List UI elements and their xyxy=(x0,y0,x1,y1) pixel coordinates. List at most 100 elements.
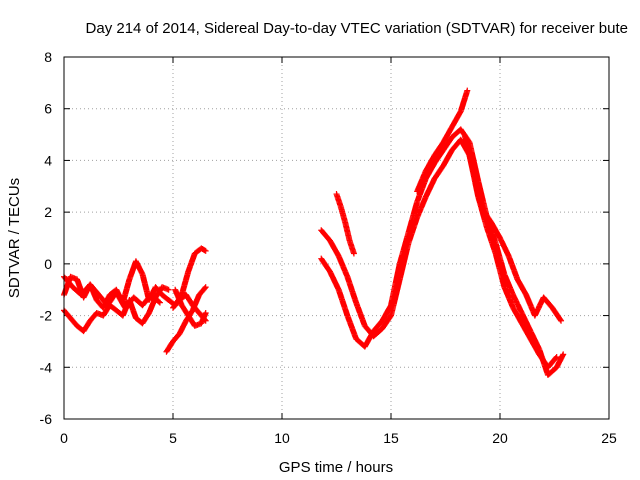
trace-fill xyxy=(327,269,342,292)
y-tick-label: -4 xyxy=(40,359,53,375)
trace-fill xyxy=(353,300,368,328)
chart-title: Day 214 of 2014, Sidereal Day-to-day VTE… xyxy=(85,20,628,37)
trace-fill xyxy=(440,124,455,145)
y-tick-label: 4 xyxy=(44,152,52,168)
trace-fill xyxy=(432,148,446,165)
trace-fill xyxy=(333,192,344,209)
trace-fill xyxy=(414,176,429,204)
trace-fill xyxy=(371,318,385,334)
trace-fill xyxy=(342,220,353,243)
trace-fill xyxy=(327,238,342,258)
trace-fill xyxy=(61,308,73,321)
trace-fill xyxy=(510,293,525,315)
trace-fill xyxy=(164,339,176,354)
data-points xyxy=(61,87,567,379)
series-arc-c xyxy=(61,273,163,311)
trace-fill xyxy=(506,254,520,282)
data-point xyxy=(558,317,565,324)
trace-fill xyxy=(185,313,198,328)
series-arc-i xyxy=(333,191,357,257)
trace-fill xyxy=(519,311,533,333)
trace-fill xyxy=(190,303,202,316)
y-tick-label: 6 xyxy=(44,101,52,117)
trace-fill xyxy=(519,321,533,341)
trace-fill xyxy=(449,109,464,129)
data-point xyxy=(560,351,567,358)
trace-fill xyxy=(550,305,564,323)
trace-fill xyxy=(423,153,437,173)
data-point xyxy=(202,309,209,316)
trace-fill xyxy=(380,313,394,331)
trace-fill xyxy=(344,313,359,341)
trace-fill xyxy=(528,336,542,357)
x-tick-label: 15 xyxy=(383,430,399,446)
x-tick-label: 25 xyxy=(601,430,617,446)
trace-fill xyxy=(462,135,477,176)
trace-fill xyxy=(397,241,412,282)
trace-fill xyxy=(347,238,357,256)
trace-fill xyxy=(405,200,420,235)
trace-fill xyxy=(199,245,208,254)
grid-lines xyxy=(64,57,609,419)
trace-fill xyxy=(149,292,162,305)
trace-fill xyxy=(492,251,508,289)
trace-fill xyxy=(536,352,551,370)
series-arc-g xyxy=(318,126,567,379)
trace-fill xyxy=(88,282,102,297)
trace-fill xyxy=(338,205,348,225)
trace-fill xyxy=(545,354,559,370)
y-tick-label: 2 xyxy=(44,204,52,220)
trace-fill xyxy=(510,305,525,326)
trace-fill xyxy=(432,140,446,158)
data-point xyxy=(202,247,209,254)
trace-fill xyxy=(497,236,512,258)
trace-fill xyxy=(414,168,429,194)
trace-fill xyxy=(133,259,145,277)
trace-fill xyxy=(388,277,403,318)
trace-fill xyxy=(440,148,455,168)
trace-fill xyxy=(183,293,195,308)
trace-fill xyxy=(501,285,516,310)
trace-fill xyxy=(107,303,119,313)
trace-fill xyxy=(319,228,333,243)
data-point xyxy=(350,250,357,257)
trace-fill xyxy=(61,274,75,290)
trace-fill xyxy=(423,176,438,199)
trace-fill xyxy=(179,269,191,297)
data-point xyxy=(156,299,163,306)
trace-fill xyxy=(458,88,470,114)
y-tick-label: -6 xyxy=(40,411,53,427)
trace-fill xyxy=(172,287,185,308)
trace-fill xyxy=(196,285,208,297)
data-point xyxy=(202,284,209,291)
x-tick-label: 5 xyxy=(169,430,177,446)
trace-fill xyxy=(177,318,189,336)
trace-fill xyxy=(318,256,333,274)
trace-fill xyxy=(68,316,80,328)
trace-fill xyxy=(371,326,385,339)
trace-fill xyxy=(554,352,566,370)
trace-fill xyxy=(344,275,359,305)
series-arc-k xyxy=(462,134,565,324)
trace-fill xyxy=(501,272,516,297)
plot-frame xyxy=(63,56,610,420)
y-tick-label: -2 xyxy=(40,308,53,324)
trace-fill xyxy=(140,311,152,326)
trace-fill xyxy=(336,287,350,318)
trace-fill xyxy=(441,135,455,153)
y-axis-label: SDTVAR / TECUs xyxy=(6,178,23,298)
trace-fill xyxy=(488,220,503,240)
trace-fill xyxy=(484,225,499,256)
y-tick-label: 0 xyxy=(44,256,52,272)
trace-fill xyxy=(414,194,429,220)
trace-fill xyxy=(545,365,559,378)
trace-fill xyxy=(160,292,171,303)
trace-fill xyxy=(81,318,93,333)
x-tick-label: 20 xyxy=(492,430,508,446)
x-tick-label: 10 xyxy=(274,430,290,446)
trace-fill xyxy=(528,329,542,351)
data-point xyxy=(553,353,560,360)
trace-fill xyxy=(480,207,494,225)
series-arc-j xyxy=(414,87,471,195)
